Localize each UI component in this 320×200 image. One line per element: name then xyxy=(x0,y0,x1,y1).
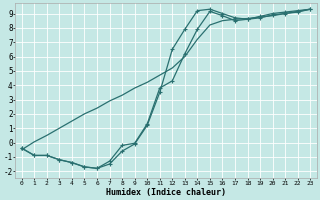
X-axis label: Humidex (Indice chaleur): Humidex (Indice chaleur) xyxy=(106,188,226,197)
